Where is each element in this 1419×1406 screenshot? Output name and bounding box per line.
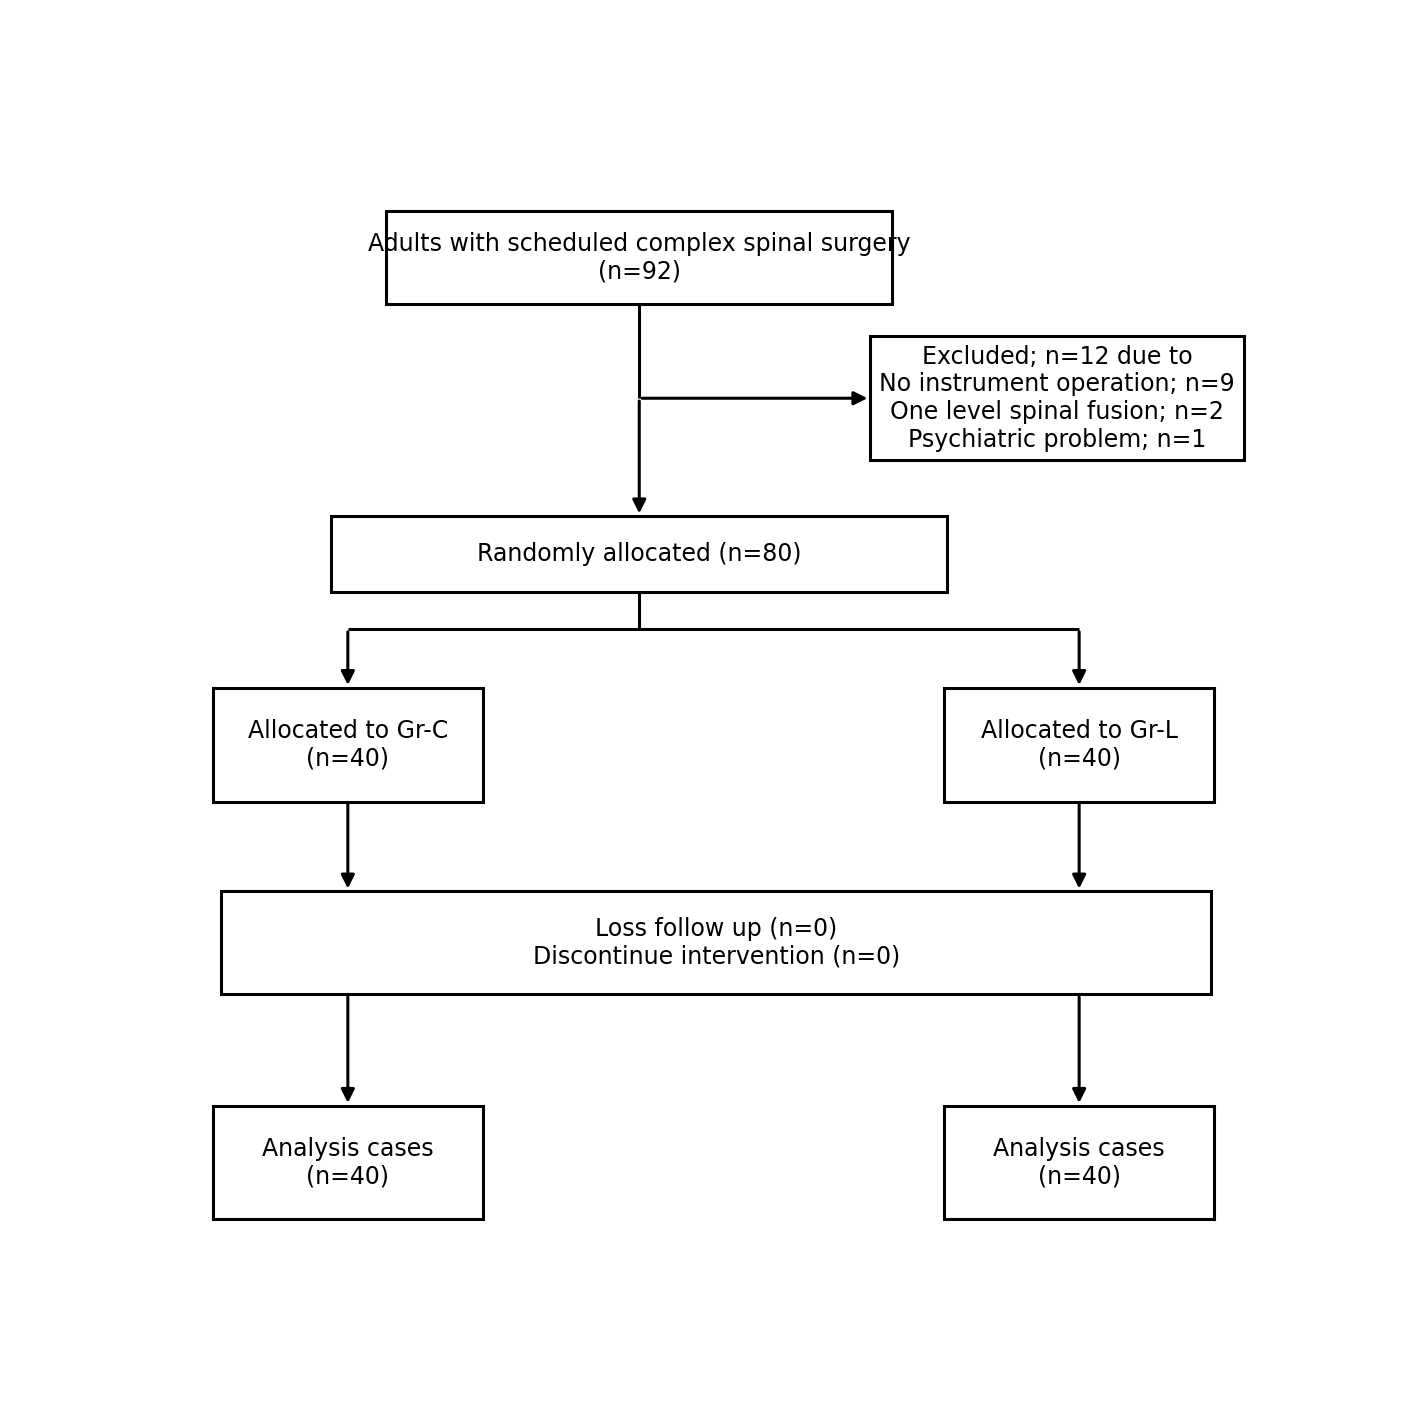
FancyBboxPatch shape (332, 516, 948, 592)
Text: Analysis cases
(n=40): Analysis cases (n=40) (993, 1136, 1165, 1188)
Text: Randomly allocated (n=80): Randomly allocated (n=80) (477, 543, 802, 567)
FancyBboxPatch shape (870, 336, 1244, 461)
Text: Allocated to Gr-C
(n=40): Allocated to Gr-C (n=40) (248, 718, 448, 770)
FancyBboxPatch shape (945, 1105, 1213, 1219)
Text: Loss follow up (n=0)
Discontinue intervention (n=0): Loss follow up (n=0) Discontinue interve… (532, 917, 900, 969)
Text: Analysis cases
(n=40): Analysis cases (n=40) (263, 1136, 434, 1188)
FancyBboxPatch shape (221, 891, 1212, 994)
FancyBboxPatch shape (213, 1105, 482, 1219)
Text: Adults with scheduled complex spinal surgery
(n=92): Adults with scheduled complex spinal sur… (368, 232, 911, 284)
Text: Allocated to Gr-L
(n=40): Allocated to Gr-L (n=40) (981, 718, 1178, 770)
FancyBboxPatch shape (386, 211, 893, 304)
Text: Excluded; n=12 due to
No instrument operation; n=9
One level spinal fusion; n=2
: Excluded; n=12 due to No instrument oper… (880, 344, 1235, 451)
FancyBboxPatch shape (213, 688, 482, 801)
FancyBboxPatch shape (945, 688, 1213, 801)
